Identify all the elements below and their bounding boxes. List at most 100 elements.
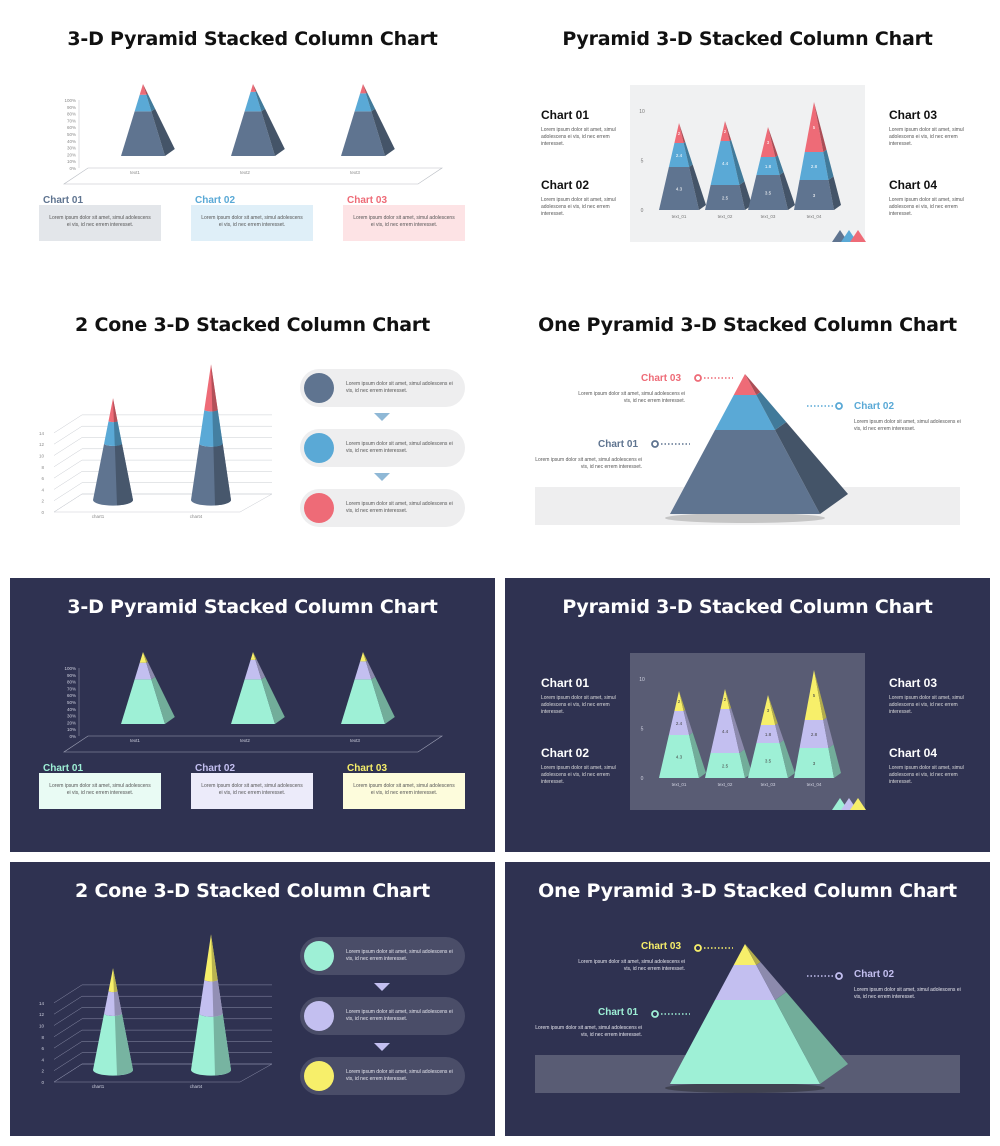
pyramid-1-seg-2-side [146, 93, 156, 112]
y-tick-label: 14 [39, 431, 45, 436]
gridline-depth [53, 995, 83, 1015]
info-text-2: Lorem ipsum dolor sit amet, simul adoles… [346, 1009, 453, 1022]
data-label: 3.5 [765, 759, 772, 764]
cone-1-seg-3-shade [113, 398, 118, 423]
y-tick-label: 40% [67, 707, 76, 712]
data-label: 3 [767, 140, 770, 145]
y-tick-label: 10 [39, 454, 45, 459]
pyramid-main-seg-3-side [745, 374, 761, 395]
pyramid-chart-p6: 0 5 10 4.3 2.4 2 text_01 2.5 4.4 2 text_02 3.5 1.8 3 t… [639, 670, 866, 810]
pyramid-2-seg-2-side [729, 707, 745, 753]
pyramid-main-seg-1-front [670, 430, 820, 514]
y-tick-label: 20% [67, 152, 76, 157]
pyramid-4-seg-1-side [828, 744, 841, 778]
data-label: 2.4 [676, 153, 683, 158]
panel-5: 3-D Pyramid Stacked Column Chart 0% 10% 20… [10, 578, 495, 852]
pyramid-2-seg-1-front [705, 753, 745, 778]
side-label-4: Chart 04 [889, 746, 938, 760]
gridline-depth [53, 1052, 83, 1071]
card-3: Lorem ipsum dolor sit amet, simul adoles… [343, 205, 465, 241]
pyramid-1-seg-1-front [121, 111, 165, 156]
pyramid-4-seg-3-side [814, 102, 827, 152]
data-label: 2.5 [722, 764, 729, 769]
cone-1-seg-2-shade [113, 420, 122, 446]
pyramid-3-seg-3-side [768, 127, 778, 157]
down-arrow-icon [374, 473, 390, 481]
text-chart03: Lorem ipsum dolor sit amet, simul adoles… [578, 959, 685, 972]
pyramid-1-seg-3-side [143, 84, 148, 95]
pyramid-2-seg-3-side [253, 652, 257, 660]
pyramid-1-seg-2-front [668, 711, 690, 735]
y-tick-label: 10 [639, 109, 645, 115]
panel-6: Pyramid 3-D Stacked Column Chart 0 5 10 4.3… [505, 578, 990, 852]
pyramid-2-seg-2-side [255, 91, 266, 112]
side-label-2: Chart 02 [541, 178, 590, 192]
pyramid-1-seg-3-front [139, 84, 147, 95]
side-label-1: Chart 01 [541, 108, 590, 122]
x-tick-label: text_02 [718, 782, 733, 787]
y-tick-label: 90% [67, 105, 76, 110]
cone-1-seg-1-shade [114, 1013, 133, 1076]
card-label-2: Chart 02 [195, 763, 236, 774]
x-tick-label: text2 [240, 170, 250, 175]
y-tick-label: 6 [41, 476, 44, 481]
card-2: Lorem ipsum dolor sit amet, simul adoles… [191, 773, 313, 809]
pyramid-4-seg-3-side [814, 670, 827, 720]
data-label: 4.3 [676, 187, 683, 192]
y-tick-label: 8 [41, 465, 44, 470]
pyramid-3-seg-3-front [360, 84, 366, 94]
pyramid-3-seg-2-side [775, 155, 784, 175]
pyramid-3-seg-3-side [363, 84, 368, 94]
y-tick-label: 90% [67, 673, 76, 678]
y-tick-label: 40% [67, 139, 76, 144]
pyramid-main-seg-1-side [775, 992, 848, 1084]
data-label: 3.5 [765, 191, 772, 196]
pyramid-3-seg-2-front [756, 157, 780, 175]
gridline-depth [53, 984, 83, 1004]
pyramid-4-seg-1-front [794, 180, 834, 210]
down-arrow-icon [374, 413, 390, 421]
panel-title: Pyramid 3-D Stacked Column Chart [562, 28, 933, 50]
side-label-4: Chart 04 [889, 178, 938, 192]
data-label: 3 [813, 193, 816, 198]
panel-title: One Pyramid 3-D Stacked Column Chart [538, 314, 957, 336]
gridline-depth [53, 471, 83, 490]
pyramid-main-seg-2-side [756, 392, 787, 430]
data-label: 4.3 [676, 755, 683, 760]
y-tick-label: 5 [641, 727, 644, 733]
pyramid-1-seg-3-front [674, 691, 684, 711]
pyramid-4-seg-1-front [794, 748, 834, 778]
deco-triangle [850, 798, 866, 810]
connector-dot [694, 944, 702, 952]
pyramid-2-seg-2-front [244, 659, 262, 680]
card-label-1: Chart 01 [43, 763, 84, 774]
y-tick-label: 60% [67, 693, 76, 698]
pyramid-3-seg-3-side [768, 695, 778, 725]
pyramid-1-seg-3-side [679, 691, 686, 711]
pyramid-4-seg-3-front [804, 670, 824, 720]
chart-floor [63, 167, 443, 185]
down-arrow-icon [374, 1043, 390, 1051]
data-label: 1.8 [765, 732, 772, 737]
pyramid-3-seg-1-side [779, 740, 795, 778]
side-text-4: Lorem ipsum dolor sit amet, simul adoles… [889, 197, 964, 217]
pyramid-4-seg-1-side [828, 176, 841, 210]
info-text-3: Lorem ipsum dolor sit amet, simul adoles… [346, 1069, 453, 1082]
x-tick-label: text_01 [672, 214, 687, 219]
panel-title: 3-D Pyramid Stacked Column Chart [67, 28, 438, 50]
y-tick-label: 8 [41, 1035, 44, 1040]
y-tick-label: 70% [67, 118, 76, 123]
card-label-2: Chart 02 [195, 195, 236, 206]
y-tick-label: 100% [64, 98, 76, 103]
chart-floor [53, 493, 273, 513]
gridline-depth [53, 425, 83, 445]
y-tick-label: 10% [67, 727, 76, 732]
data-label: 4.4 [722, 161, 729, 166]
data-label: 4.4 [722, 729, 729, 734]
y-tick-label: 0 [41, 1080, 44, 1085]
side-text-4: Lorem ipsum dolor sit amet, simul adoles… [889, 765, 964, 785]
card-label-3: Chart 03 [347, 763, 388, 774]
cone-1-seg-1-shade [114, 443, 133, 506]
y-tick-label: 30% [67, 714, 76, 719]
x-tick-label: text3 [350, 170, 360, 175]
